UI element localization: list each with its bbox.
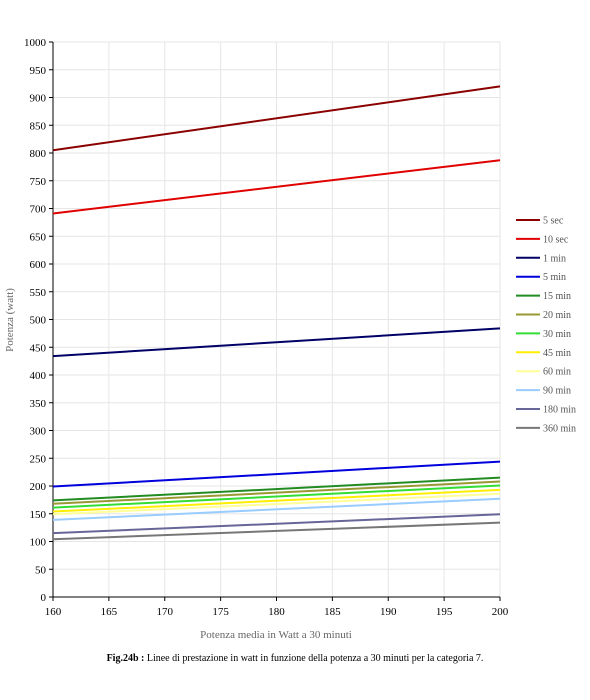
y-tick-label: 1000 xyxy=(24,37,47,49)
series-lines xyxy=(52,85,501,541)
legend-label: 30 min xyxy=(543,329,571,340)
caption-text: Linee di prestazione in watt in funzione… xyxy=(146,653,484,664)
x-tick-label: 195 xyxy=(436,606,453,618)
legend-label: 5 min xyxy=(543,272,566,283)
y-tick-label: 200 xyxy=(30,481,47,493)
caption-label: Fig.24b : xyxy=(106,653,145,664)
series-line-60-min xyxy=(52,492,501,516)
legend-label: 15 min xyxy=(543,291,571,302)
series-line-45-min xyxy=(52,488,501,513)
x-tick-label: 170 xyxy=(157,606,174,618)
legend-label: 360 min xyxy=(543,423,576,434)
y-tick-label: 750 xyxy=(30,176,47,188)
legend-label: 60 min xyxy=(543,367,571,378)
series-line-10-sec xyxy=(52,159,501,215)
y-tick-label: 550 xyxy=(30,287,47,299)
legend-label: 20 min xyxy=(543,310,571,321)
legend-label: 10 sec xyxy=(543,234,569,245)
x-axis-title: Potenza media in Watt a 30 minuti xyxy=(200,629,352,641)
x-tick-label: 180 xyxy=(268,606,285,618)
legend-label: 1 min xyxy=(543,253,566,264)
y-tick-label: 300 xyxy=(30,426,47,438)
y-tick-label: 250 xyxy=(30,453,47,465)
series-line-90-min xyxy=(52,497,501,521)
legend-label: 5 sec xyxy=(543,216,564,227)
y-tick-label: 0 xyxy=(41,592,47,604)
series-line-20-min xyxy=(52,480,501,505)
legend-label: 90 min xyxy=(543,386,571,397)
y-tick-label: 50 xyxy=(35,564,47,576)
y-tick-label: 850 xyxy=(30,120,47,132)
x-tick-label: 185 xyxy=(324,606,341,618)
legend-label: 45 min xyxy=(543,348,571,359)
series-line-180-min xyxy=(52,513,501,535)
y-tick-label: 950 xyxy=(30,65,47,77)
y-tick-label: 600 xyxy=(30,259,47,271)
x-tick-label: 200 xyxy=(492,606,509,618)
y-tick-label: 100 xyxy=(30,537,47,549)
y-tick-label: 900 xyxy=(30,93,47,105)
y-tick-label: 150 xyxy=(30,509,47,521)
series-line-1-min xyxy=(52,327,501,358)
series-line-5-min xyxy=(52,460,501,488)
series-line-5-sec xyxy=(52,85,501,152)
y-axis-title: Potenza (watt) xyxy=(4,288,16,352)
y-tick-label: 350 xyxy=(30,398,47,410)
x-tick-label: 190 xyxy=(380,606,397,618)
y-tick-labels: 0 50 100 150 200 250 300 350 400 450 500 550 600 650 7… xyxy=(24,37,47,604)
grid-lines xyxy=(52,41,501,598)
series-line-360-min xyxy=(52,521,501,541)
axes xyxy=(49,41,501,601)
y-tick-label: 650 xyxy=(30,231,47,243)
x-tick-label: 165 xyxy=(101,606,118,618)
line-chart: 0 50 100 150 200 250 300 350 400 450 500 550 600 650 7… xyxy=(4,37,576,641)
y-tick-label: 800 xyxy=(30,148,47,160)
y-tick-label: 700 xyxy=(30,204,47,216)
series-line-30-min xyxy=(52,484,501,509)
legend-label: 180 min xyxy=(543,405,576,416)
y-tick-label: 500 xyxy=(30,315,47,327)
y-tick-label: 400 xyxy=(30,370,47,382)
x-tick-labels: 160 165 170 175 180 185 190 195 200 xyxy=(45,606,509,618)
x-tick-label: 160 xyxy=(45,606,62,618)
y-tick-label: 450 xyxy=(30,342,47,354)
figure-caption: Fig.24b : Linee di prestazione in watt i… xyxy=(0,653,590,664)
series-line-15-min xyxy=(52,476,501,502)
legend: 5 sec 10 sec 1 min 5 min 15 min 20 min 30 min 4… xyxy=(516,216,576,434)
x-tick-label: 175 xyxy=(212,606,229,618)
